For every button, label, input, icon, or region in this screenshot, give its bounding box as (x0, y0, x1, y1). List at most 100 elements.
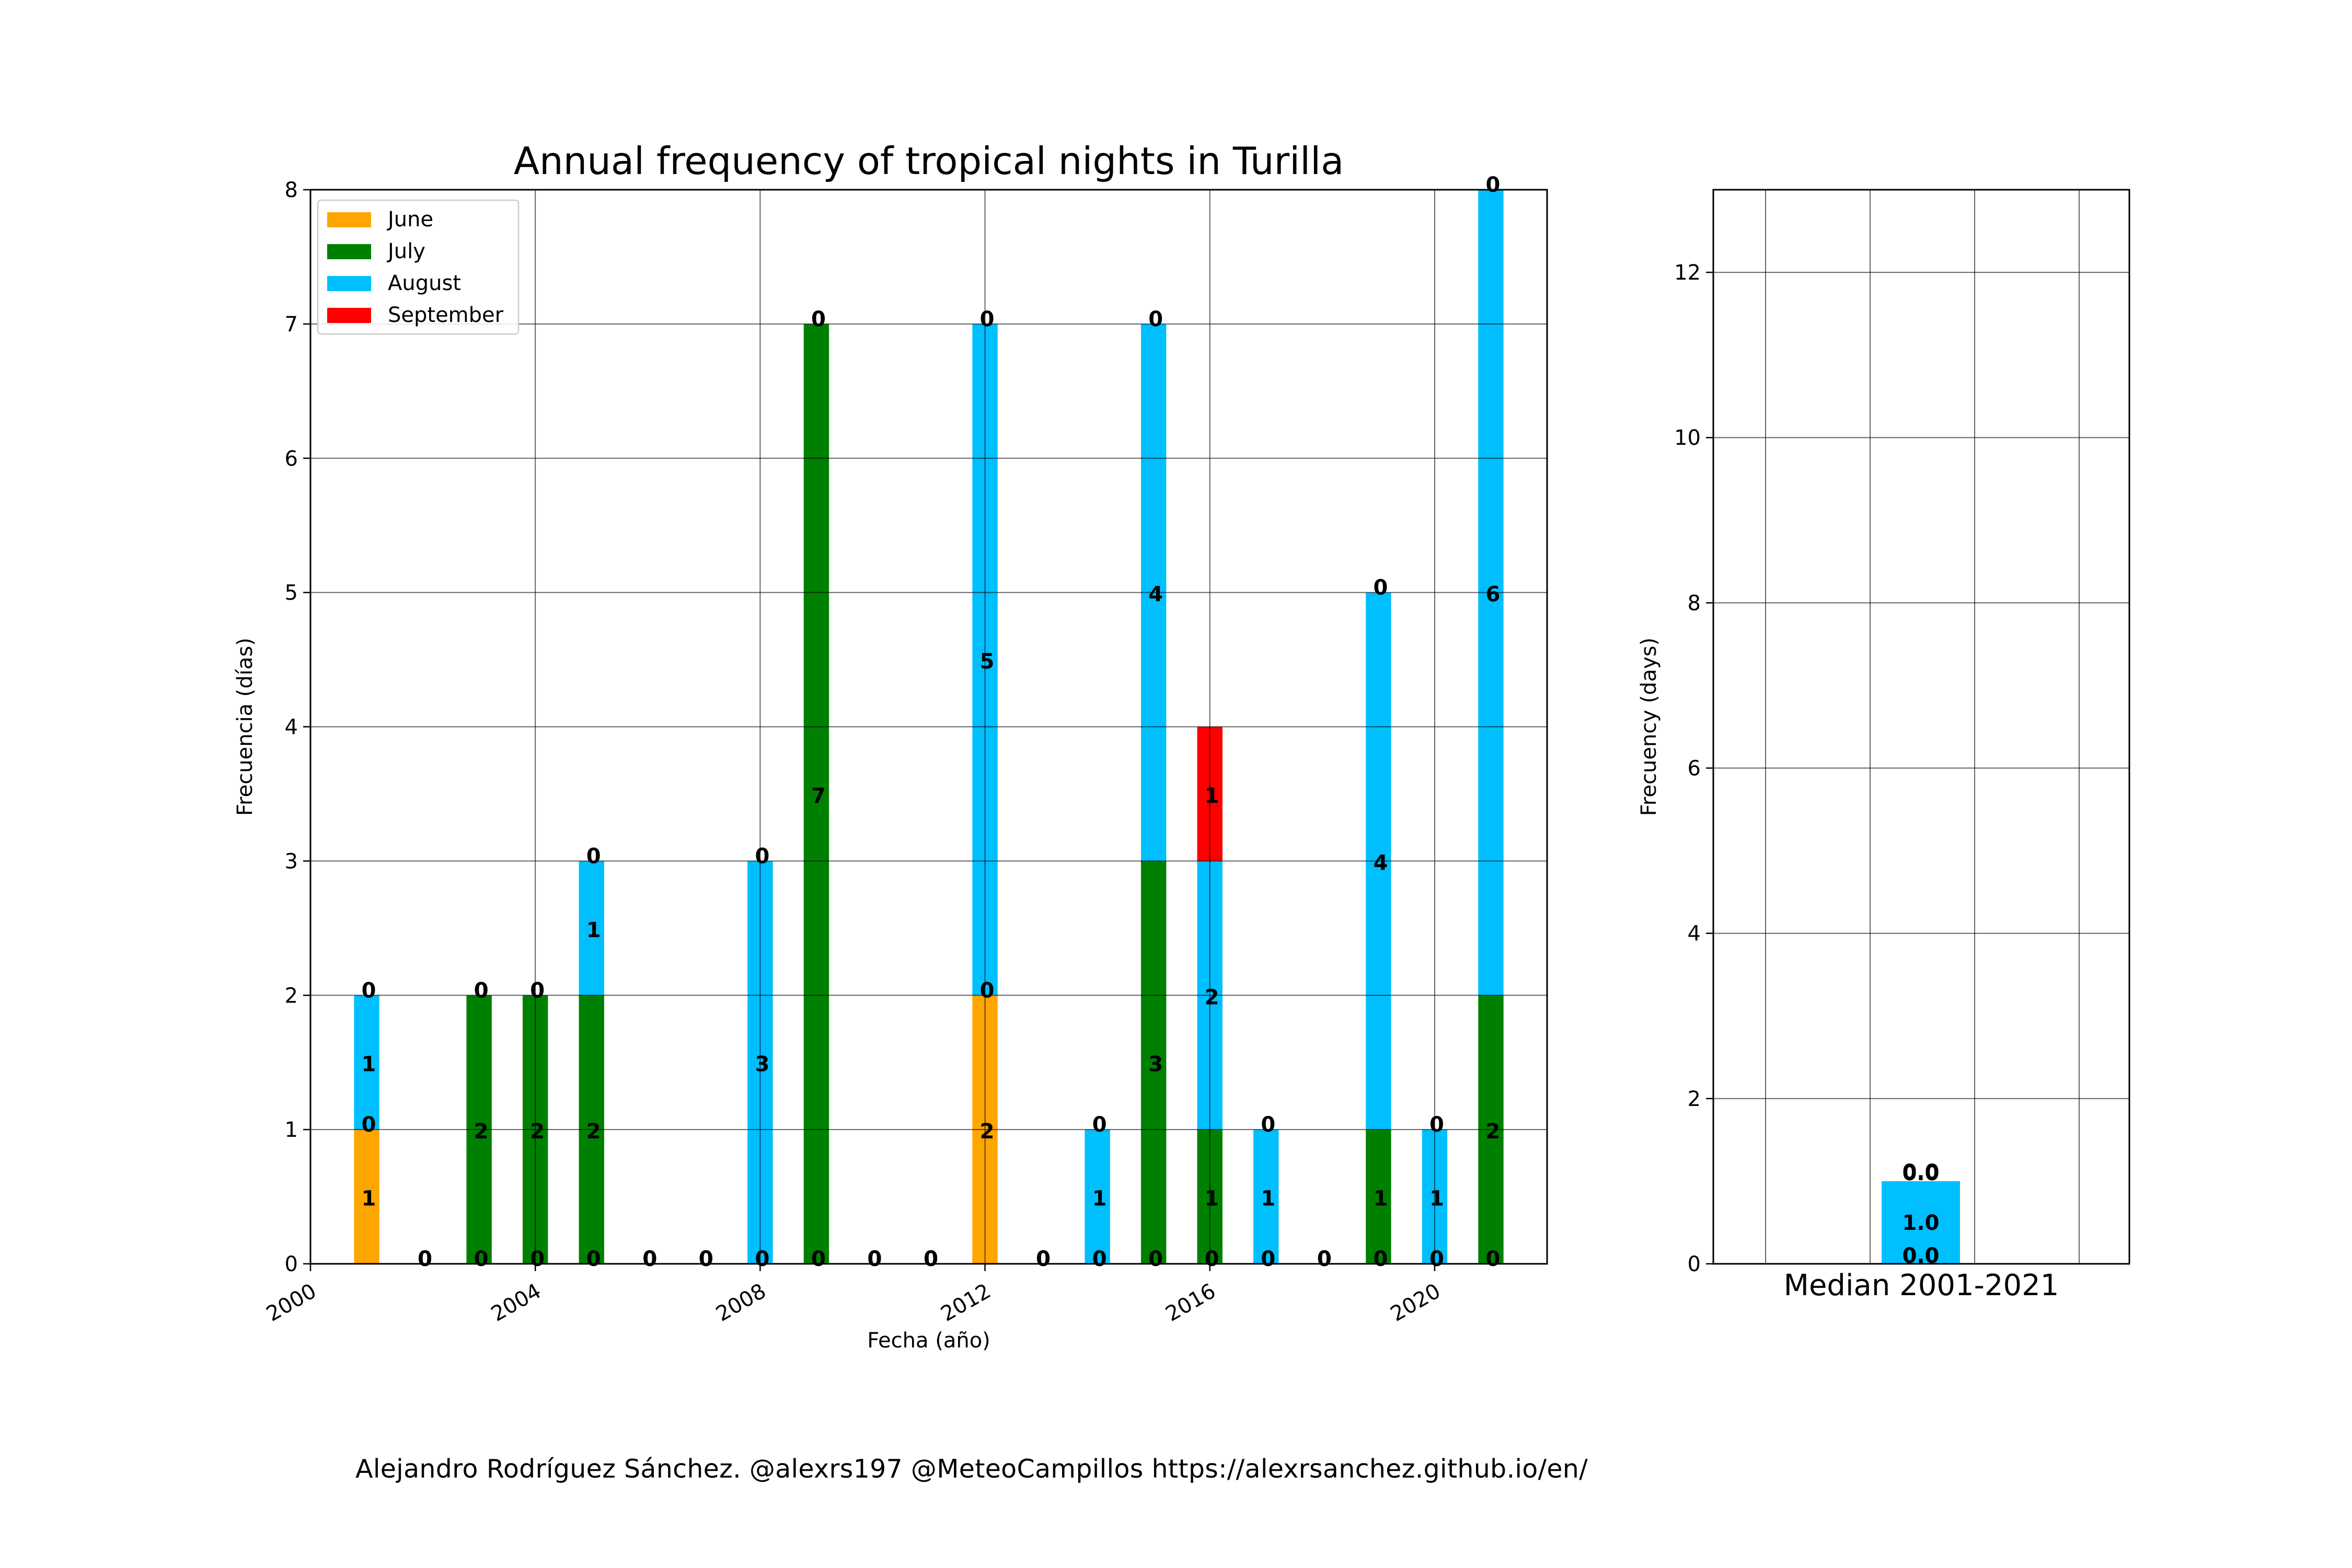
y-tick-label: 2 (285, 984, 298, 1008)
y-tick-label: 7 (285, 313, 298, 337)
data-label-august-2010: 0 (868, 1247, 882, 1271)
data-label-june-2010: 0 (868, 1247, 882, 1271)
data-label-august-2012: 5 (980, 650, 995, 674)
y-tick-label: 3 (285, 849, 298, 873)
median-y-tick-label: 0 (1688, 1252, 1701, 1276)
median-x-label: Median 2001-2021 (1784, 1269, 2059, 1302)
median-y-tick-label: 8 (1688, 591, 1701, 615)
data-label-june-2019: 0 (1373, 1247, 1388, 1271)
data-label-june-2009: 0 (811, 1247, 826, 1271)
data-label-september-2007: 0 (699, 1247, 713, 1271)
bar-august-2005 (579, 861, 604, 996)
data-label-september-2011: 0 (924, 1247, 938, 1271)
data-label-august-2007: 0 (699, 1247, 713, 1271)
data-label-september-2017: 0 (1261, 1113, 1275, 1137)
data-label-july-2008: 0 (755, 1247, 769, 1271)
x-axis-label: Fecha (año) (867, 1329, 990, 1353)
data-label-august-2015: 4 (1148, 583, 1163, 607)
x-tick-label: 2004 (487, 1279, 545, 1327)
data-label-august-2021: 6 (1486, 583, 1501, 607)
legend-swatch-july (327, 244, 371, 259)
median-data-label: 1.0 (1903, 1211, 1940, 1235)
legend-box (317, 199, 520, 335)
y-tick-label: 6 (285, 447, 298, 471)
y-axis-label: Frecuencia (días) (233, 638, 257, 816)
data-label-july-2007: 0 (699, 1247, 713, 1271)
bar-august-2017 (1253, 1129, 1279, 1264)
credit-footer: Alejandro Rodríguez Sánchez. @alexrs197 … (355, 1454, 1588, 1484)
data-label-august-2006: 0 (642, 1247, 657, 1271)
legend-label-september: September (388, 303, 504, 327)
y-tick-label: 8 (285, 178, 298, 202)
data-label-september-2021: 0 (1486, 173, 1501, 197)
median-data-label-top: 0.0 (1903, 1160, 1940, 1184)
bar-june-2001 (354, 1129, 379, 1264)
data-label-july-2003: 2 (474, 1120, 489, 1144)
median-data-label: 0.0 (1903, 1161, 1940, 1185)
legend-label-july: July (386, 239, 425, 263)
data-label-september-2013: 0 (1036, 1247, 1051, 1271)
data-label-august-2008: 3 (755, 1053, 769, 1077)
data-label-july-2011: 0 (924, 1247, 938, 1271)
data-label-september-2003: 0 (474, 978, 489, 1002)
data-label-august-2020: 1 (1429, 1187, 1444, 1211)
median-y-tick-label: 10 (1674, 426, 1701, 450)
data-label-june-2017: 0 (1261, 1247, 1275, 1271)
data-label-august-2017: 1 (1261, 1187, 1275, 1211)
y-tick-label: 0 (285, 1252, 298, 1276)
data-label-june-2014: 0 (1092, 1247, 1107, 1271)
y-tick-label: 5 (285, 581, 298, 605)
median-y-tick-label: 4 (1688, 922, 1701, 946)
data-label-june-2006: 0 (642, 1247, 657, 1271)
y-tick-label: 1 (285, 1118, 298, 1142)
data-label-august-2009: 0 (811, 307, 826, 331)
data-label-june-2003: 0 (474, 1247, 489, 1271)
data-label-june-2005: 0 (586, 1247, 601, 1271)
x-tick-label: 2012 (937, 1279, 995, 1327)
data-label-august-2005: 1 (586, 918, 601, 942)
bar-august-2014 (1085, 1129, 1110, 1264)
data-label-june-2021: 0 (1486, 1247, 1501, 1271)
data-label-september-2004: 0 (530, 978, 545, 1002)
data-label-june-2020: 0 (1429, 1247, 1444, 1271)
data-label-august-2016: 2 (1205, 985, 1219, 1009)
data-label-june-2013: 0 (1036, 1247, 1051, 1271)
data-label-july-2006: 0 (642, 1247, 657, 1271)
median-bar-segment (1882, 1181, 1960, 1264)
data-label-june-2018: 0 (1317, 1247, 1332, 1271)
data-label-june-2015: 0 (1148, 1247, 1163, 1271)
data-label-september-2010: 0 (868, 1247, 882, 1271)
data-label-august-2003: 0 (474, 978, 489, 1002)
data-label-july-2012: 0 (980, 978, 995, 1002)
bar-july-2019 (1366, 1129, 1391, 1264)
data-label-july-2001: 0 (362, 1113, 376, 1137)
data-label-june-2007: 0 (699, 1247, 713, 1271)
bar-july-2009 (803, 324, 829, 1264)
data-label-september-2005: 0 (586, 844, 601, 868)
data-label-july-2002: 0 (418, 1247, 432, 1271)
data-label-september-2008: 0 (755, 844, 769, 868)
data-label-june-2011: 0 (924, 1247, 938, 1271)
data-label-september-2014: 0 (1092, 1113, 1107, 1137)
data-label-august-2002: 0 (418, 1247, 432, 1271)
data-label-september-2006: 0 (642, 1247, 657, 1271)
data-label-june-2008: 0 (755, 1247, 769, 1271)
data-label-september-2012: 0 (980, 307, 995, 331)
data-label-july-2014: 0 (1092, 1247, 1107, 1271)
data-label-september-2018: 0 (1317, 1247, 1332, 1271)
legend: June July August September (317, 199, 520, 335)
data-label-september-2019: 0 (1373, 576, 1388, 600)
data-label-september-2016: 1 (1205, 784, 1219, 808)
data-label-july-2009: 7 (811, 784, 826, 808)
median-y-axis-label: Frecuency (days) (1637, 638, 1661, 816)
data-label-june-2002: 0 (418, 1247, 432, 1271)
x-tick-label: 2020 (1387, 1279, 1445, 1327)
data-label-september-2001: 0 (362, 978, 376, 1002)
x-tick-label: 2000 (262, 1279, 320, 1327)
data-label-september-2002: 0 (418, 1247, 432, 1271)
data-label-june-2016: 0 (1205, 1247, 1219, 1271)
data-label-august-2019: 4 (1373, 851, 1388, 875)
bar-august-2001 (354, 995, 379, 1130)
